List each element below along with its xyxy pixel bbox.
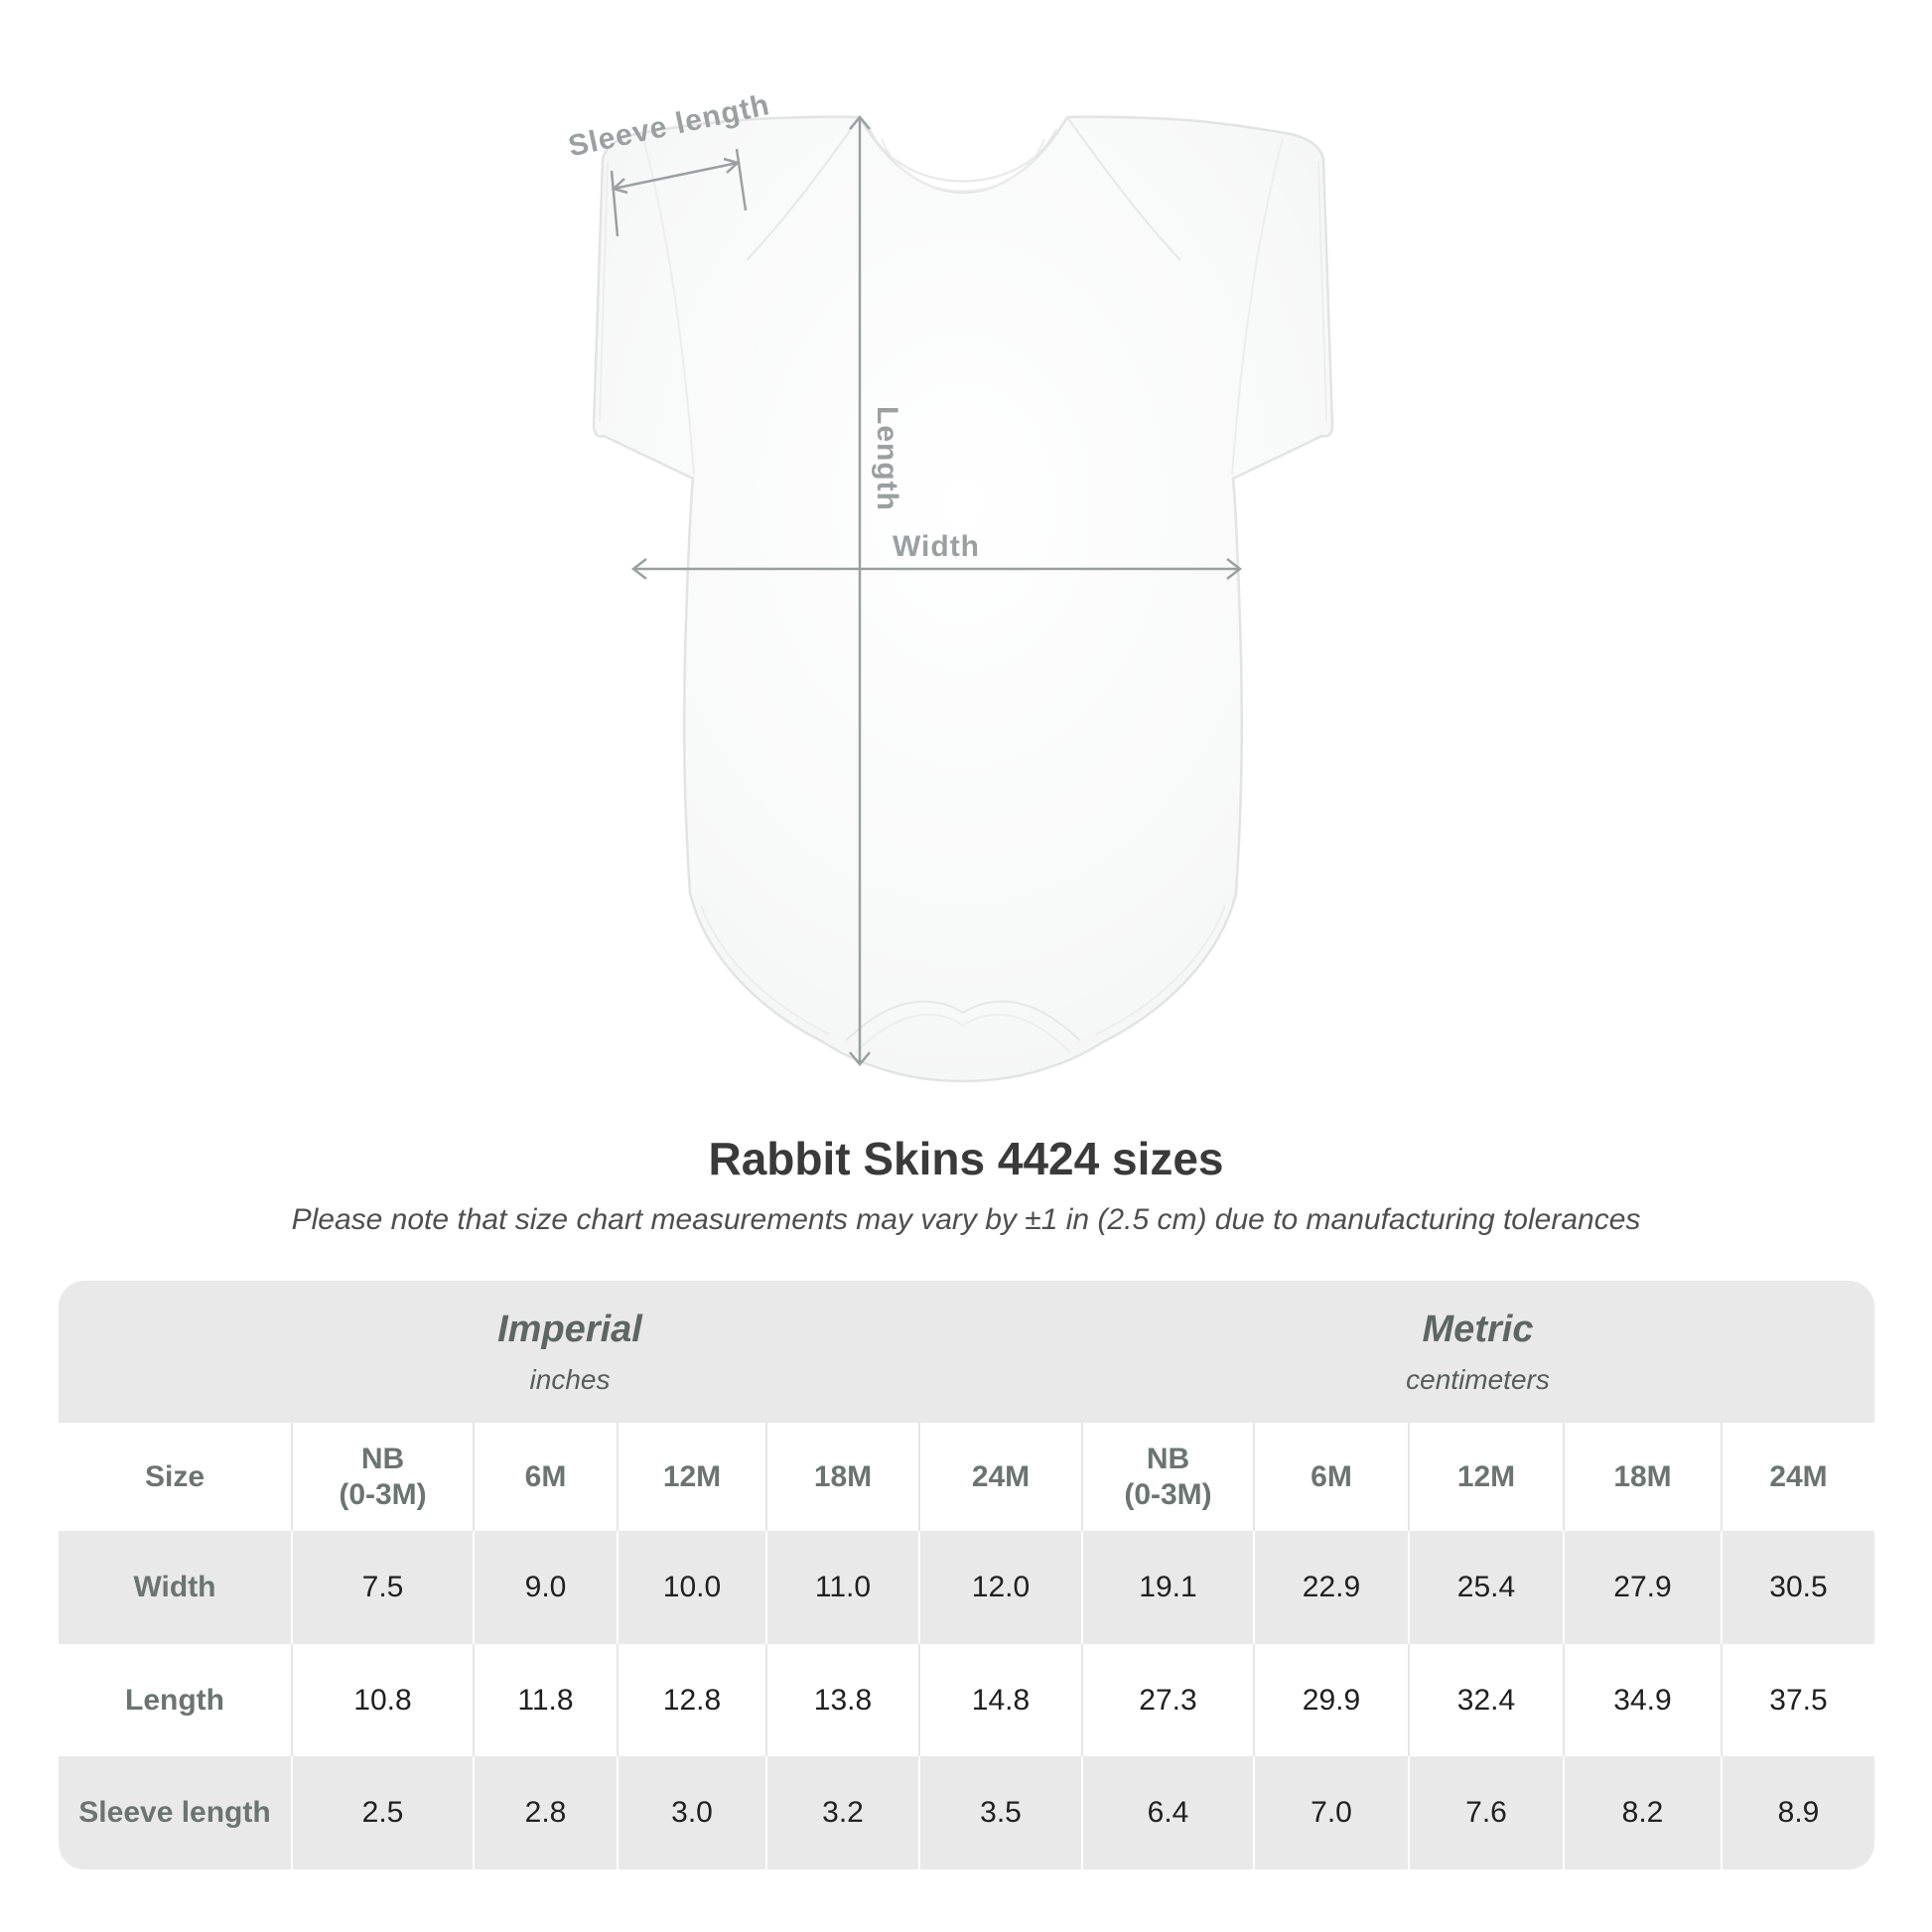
table-cell-value: 14.8	[918, 1644, 1081, 1756]
armhole-seam-right	[1231, 138, 1284, 476]
column-header-12m-metric: 12M	[1408, 1423, 1563, 1531]
table-cell-value: 7.5	[291, 1531, 473, 1644]
width-label: Width	[893, 530, 980, 563]
metric-group-unit: centimeters	[1406, 1363, 1550, 1395]
table-cell-value: 2.5	[291, 1756, 473, 1869]
table-cell-value: 34.9	[1563, 1644, 1721, 1756]
page-title: Rabbit Skins 4424 sizes	[708, 1133, 1224, 1184]
table-cell-value: 9.0	[473, 1531, 617, 1644]
table-cell-value: 12.8	[617, 1644, 765, 1756]
column-header-6m-imperial: 6M	[473, 1423, 617, 1531]
table-cell-value: 27.9	[1563, 1531, 1721, 1644]
table-cell-value: 25.4	[1408, 1531, 1563, 1644]
table-cell-value: 30.5	[1721, 1531, 1874, 1644]
size-table: Imperial inches Metric centimeters Size …	[59, 1281, 1874, 1869]
table-cell-value: 8.9	[1721, 1756, 1874, 1869]
table-cell-value: 27.3	[1081, 1644, 1253, 1756]
table-cell-value: 7.0	[1253, 1756, 1408, 1869]
crotch-flap-seam	[845, 1000, 1081, 1041]
collar-inner-seam	[881, 138, 1045, 193]
sleeve-hem-left	[599, 161, 609, 422]
imperial-group-unit: inches	[529, 1363, 611, 1395]
table-cell-value: 32.4	[1408, 1644, 1563, 1756]
table-cell-value: 6.4	[1081, 1756, 1253, 1869]
table-cell-value: 10.0	[617, 1531, 765, 1644]
page-subtitle: Please note that size chart measurements…	[291, 1203, 1641, 1236]
collar-seam	[869, 128, 1057, 183]
imperial-group-label: Imperial	[497, 1308, 642, 1350]
column-header-12m-imperial: 12M	[617, 1423, 765, 1531]
column-header-6m-metric: 6M	[1253, 1423, 1408, 1531]
table-cell-value: 3.2	[765, 1756, 918, 1869]
table-cell-value: 2.8	[473, 1756, 617, 1869]
size-column-header: Size	[144, 1459, 206, 1493]
garment-outline	[592, 115, 1334, 1083]
column-header-24m-metric: 24M	[1721, 1423, 1874, 1531]
row-label-length: Length	[125, 1683, 224, 1717]
row-label-width: Width	[59, 1531, 291, 1644]
table-cell-value: 8.2	[1563, 1756, 1721, 1869]
length-dimension-line	[849, 115, 871, 1066]
table-cell-value: 13.8	[765, 1644, 918, 1756]
column-header-nb-metric: NB (0-3M)	[1081, 1423, 1253, 1531]
table-cell-value: 37.5	[1721, 1644, 1874, 1756]
table-cell-value: 22.9	[1253, 1531, 1408, 1644]
row-label-sleeve-length: Sleeve length	[59, 1756, 291, 1869]
leg-hem-right	[1095, 904, 1226, 1035]
table-cell-value: 7.6	[1408, 1756, 1563, 1869]
table-cell-value: 3.5	[918, 1756, 1081, 1869]
metric-group-label: Metric	[1422, 1308, 1534, 1350]
metric-group-header: Metric centimeters	[1081, 1281, 1874, 1423]
crotch-flap-binding	[855, 1014, 1071, 1053]
table-cell-value: 19.1	[1081, 1531, 1253, 1644]
length-label: Length	[871, 406, 903, 511]
imperial-group-header: Imperial inches	[59, 1281, 1081, 1423]
table-cell-value: 10.8	[291, 1644, 473, 1756]
column-header-24m-imperial: 24M	[918, 1423, 1081, 1531]
column-header-nb-imperial: NB (0-3M)	[291, 1423, 473, 1531]
sleeve-hem-right	[1317, 161, 1327, 422]
table-cell-value: 11.8	[473, 1644, 617, 1756]
lap-shoulder-seam-left	[746, 116, 861, 261]
leg-hem-left	[700, 904, 831, 1035]
table-cell-value: 12.0	[918, 1531, 1081, 1644]
table-cell-value: 29.9	[1253, 1644, 1408, 1756]
lap-shoulder-seam-right	[1066, 116, 1181, 261]
width-dimension-arrow	[630, 558, 1243, 580]
table-cell-value: 3.0	[617, 1756, 765, 1869]
onesie-illustration: Length Width Sleeve length	[566, 88, 1334, 1083]
column-header-18m-metric: 18M	[1563, 1423, 1721, 1531]
sleeve-length-dimension-arrow	[610, 148, 748, 237]
column-header-18m-imperial: 18M	[765, 1423, 918, 1531]
table-cell-value: 11.0	[765, 1531, 918, 1644]
